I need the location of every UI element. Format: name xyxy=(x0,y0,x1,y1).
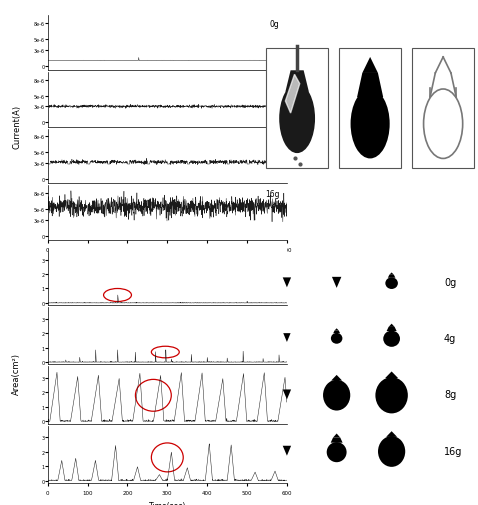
Polygon shape xyxy=(331,375,342,381)
Bar xyxy=(412,48,474,169)
Ellipse shape xyxy=(326,442,347,462)
Polygon shape xyxy=(332,277,341,288)
Polygon shape xyxy=(333,331,340,334)
Text: 16g: 16g xyxy=(444,446,462,456)
Polygon shape xyxy=(357,74,383,98)
Polygon shape xyxy=(386,431,397,437)
Polygon shape xyxy=(282,278,291,288)
Text: 0g: 0g xyxy=(444,278,456,288)
Polygon shape xyxy=(335,329,339,331)
Text: 8g: 8g xyxy=(444,390,456,399)
Ellipse shape xyxy=(323,380,350,411)
Polygon shape xyxy=(282,390,291,399)
X-axis label: Time(sec): Time(sec) xyxy=(149,501,186,505)
Polygon shape xyxy=(333,434,340,438)
Ellipse shape xyxy=(331,333,342,344)
Bar xyxy=(339,48,401,169)
Ellipse shape xyxy=(350,90,390,159)
Polygon shape xyxy=(385,372,398,378)
Polygon shape xyxy=(387,327,397,331)
Polygon shape xyxy=(283,333,291,342)
Polygon shape xyxy=(285,71,309,92)
Text: Area(cm²): Area(cm²) xyxy=(12,352,21,395)
Ellipse shape xyxy=(378,436,405,467)
Polygon shape xyxy=(285,75,300,114)
Polygon shape xyxy=(331,438,343,443)
Ellipse shape xyxy=(279,84,315,154)
Bar xyxy=(266,48,328,169)
Text: 4g: 4g xyxy=(270,77,280,85)
Point xyxy=(291,155,299,163)
Polygon shape xyxy=(362,58,378,74)
X-axis label: Time(sec): Time(sec) xyxy=(149,259,186,268)
Polygon shape xyxy=(388,275,395,278)
Point xyxy=(296,161,304,169)
Polygon shape xyxy=(389,324,395,327)
Text: 4g: 4g xyxy=(444,333,456,343)
Ellipse shape xyxy=(385,278,398,289)
Polygon shape xyxy=(282,446,291,456)
Text: 8g: 8g xyxy=(270,133,280,142)
Ellipse shape xyxy=(375,377,408,414)
Ellipse shape xyxy=(383,331,400,347)
Polygon shape xyxy=(390,273,394,275)
Text: 16g: 16g xyxy=(265,190,280,198)
Text: Current(A): Current(A) xyxy=(12,104,21,148)
Text: 0g: 0g xyxy=(270,20,280,29)
